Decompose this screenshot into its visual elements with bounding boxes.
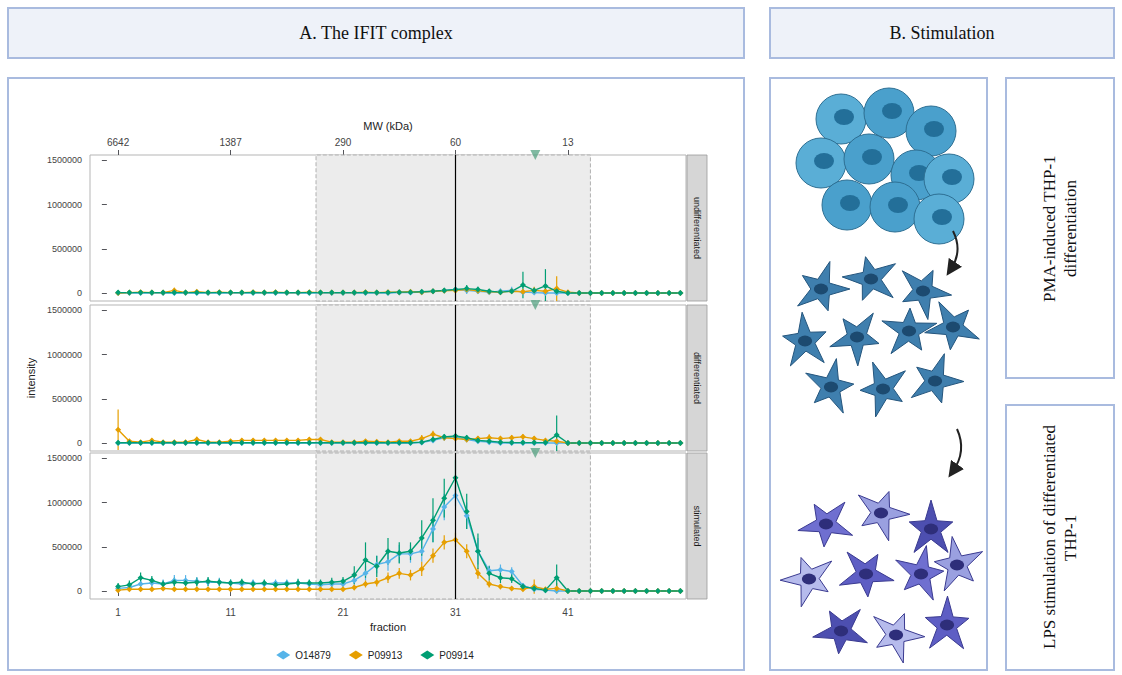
- svg-text:1000000: 1000000: [47, 498, 82, 508]
- svg-text:1500000: 1500000: [47, 305, 82, 315]
- svg-text:1500000: 1500000: [47, 453, 82, 463]
- svg-text:60: 60: [450, 137, 462, 148]
- html-text:B. Stimulation: B. Stimulation: [889, 22, 995, 43]
- svg-text:13: 13: [562, 137, 574, 148]
- svg-text:undifferentiated: undifferentiated: [692, 197, 702, 259]
- html-text:LPS stimulation of differentia: LPS stimulation of differentiated THP-1: [1039, 425, 1080, 650]
- svg-text:0: 0: [77, 586, 82, 596]
- svg-text:1: 1: [115, 607, 121, 618]
- html-text:PMA-induced THP-1 differentiat: PMA-induced THP-1 differentiation: [1039, 154, 1080, 302]
- svg-text:290: 290: [335, 137, 352, 148]
- svg-text:500000: 500000: [52, 244, 82, 254]
- svg-text:P09913: P09913: [368, 650, 403, 661]
- svg-text:6642: 6642: [107, 137, 130, 148]
- svg-text:500000: 500000: [52, 542, 82, 552]
- svg-text:fraction: fraction: [370, 621, 406, 633]
- svg-text:1387: 1387: [219, 137, 242, 148]
- svg-text:MW (kDa): MW (kDa): [363, 120, 413, 132]
- svg-text:1000000: 1000000: [47, 200, 82, 210]
- svg-text:0: 0: [77, 288, 82, 298]
- svg-text:41: 41: [562, 607, 574, 618]
- svg-text:500000: 500000: [52, 394, 82, 404]
- svg-text:0: 0: [77, 438, 82, 448]
- html-text:A. The IFIT complex: A. The IFIT complex: [299, 22, 453, 43]
- svg-text:O14879: O14879: [295, 650, 331, 661]
- svg-text:P09914: P09914: [439, 650, 474, 661]
- svg-text:intensity: intensity: [25, 357, 37, 398]
- svg-text:31: 31: [450, 607, 462, 618]
- svg-text:stimulated: stimulated: [692, 505, 702, 546]
- svg-text:21: 21: [337, 607, 349, 618]
- svg-text:1000000: 1000000: [47, 350, 82, 360]
- svg-text:11: 11: [225, 607, 236, 618]
- svg-text:1500000: 1500000: [47, 155, 82, 165]
- svg-text:differentiated: differentiated: [692, 352, 702, 404]
